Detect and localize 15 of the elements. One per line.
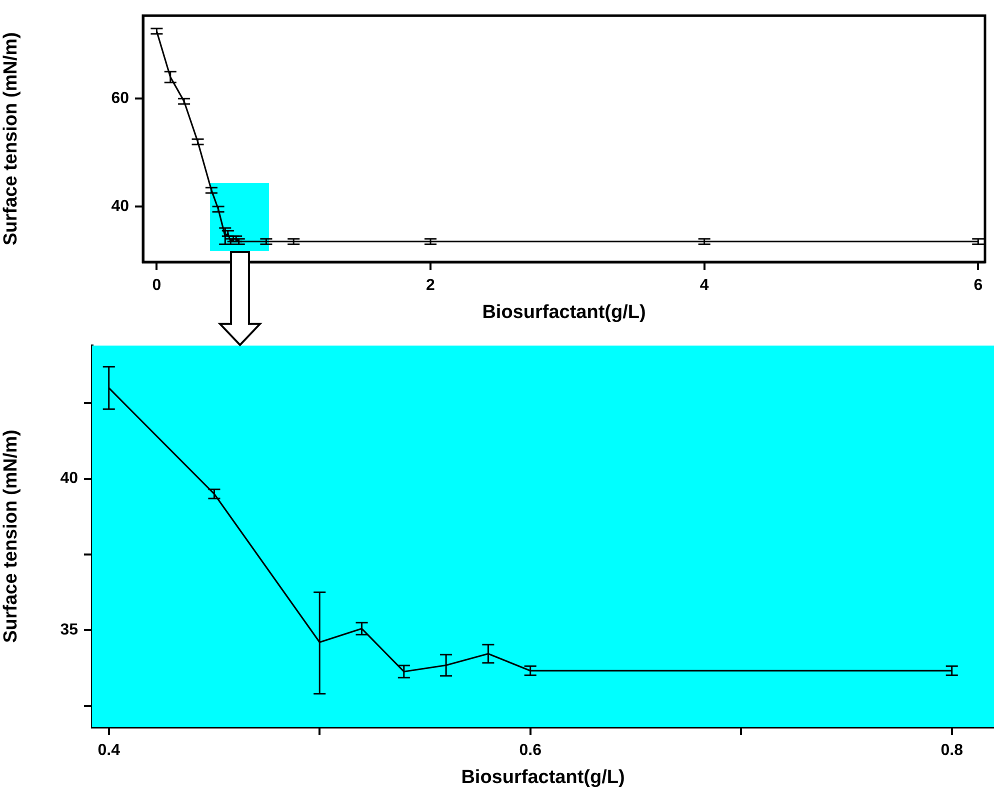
y-tick-label: 40	[111, 198, 130, 215]
y-axis-title: Surface tension (mN/m)	[0, 430, 22, 643]
y-tick-label: 40	[60, 470, 78, 488]
x-axis-title: Biosurfactant(g/L)	[461, 766, 625, 788]
x-tick-label: 0.6	[519, 742, 542, 760]
x-axis-title: Biosurfactant(g/L)	[482, 302, 646, 323]
y-axis-title: Surface tension (mN/m)	[0, 32, 22, 246]
x-tick-label: 6	[974, 277, 983, 294]
x-tick-label: 2	[426, 277, 436, 294]
x-tick-label: 4	[700, 277, 709, 294]
x-tick-label: 0.8	[940, 742, 964, 760]
x-tick-label: 0	[152, 277, 162, 294]
y-tick-label: 60	[111, 90, 130, 108]
x-tick-label: 0.4	[98, 742, 120, 760]
y-tick-label: 35	[60, 622, 78, 639]
